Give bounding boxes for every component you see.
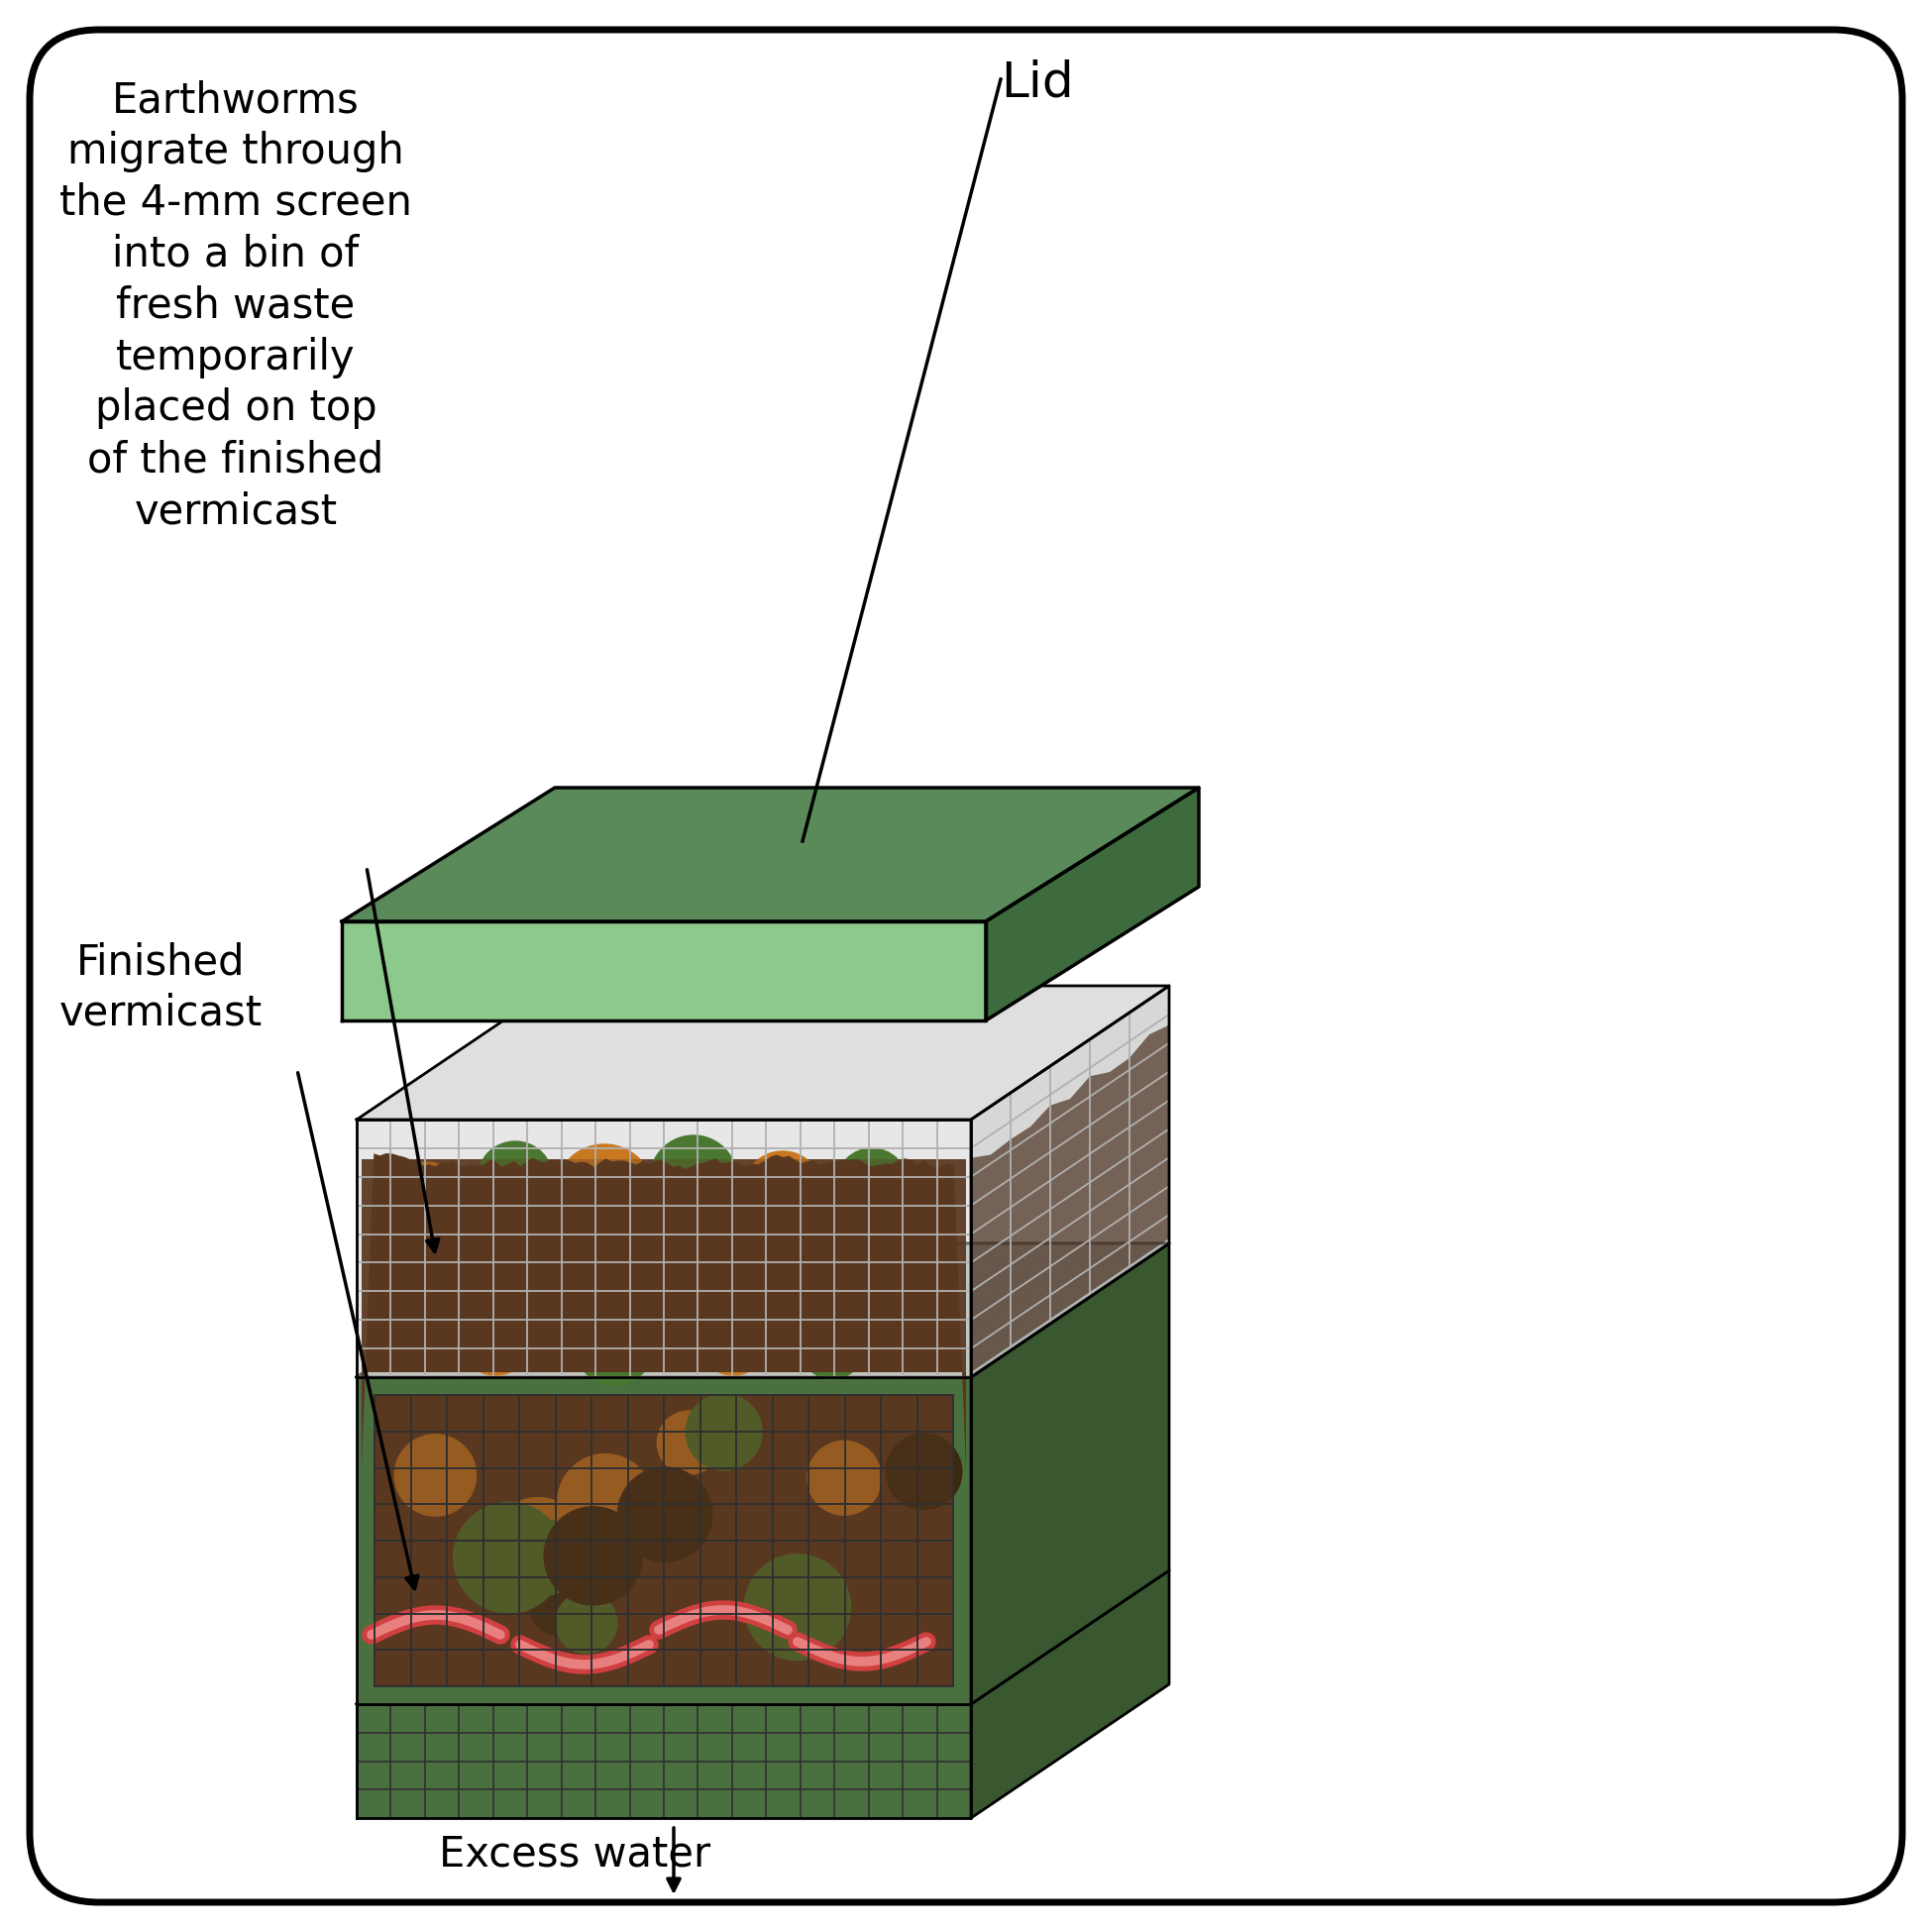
Polygon shape <box>357 985 1169 1119</box>
Circle shape <box>800 1316 864 1379</box>
Circle shape <box>510 1235 599 1325</box>
Polygon shape <box>357 1119 972 1378</box>
Text: Earthworms
migrate through
the 4-mm screen
into a bin of
fresh waste
temporarily: Earthworms migrate through the 4-mm scre… <box>60 79 412 531</box>
Text: Excess water: Excess water <box>439 1833 711 1874</box>
Circle shape <box>574 1306 653 1385</box>
Circle shape <box>649 1136 738 1223</box>
Circle shape <box>558 1455 653 1549</box>
Polygon shape <box>357 1704 972 1818</box>
Circle shape <box>711 1229 794 1312</box>
Circle shape <box>837 1148 908 1219</box>
Polygon shape <box>972 1026 1169 1372</box>
Polygon shape <box>375 1395 952 1687</box>
Circle shape <box>394 1434 475 1517</box>
Text: Finished
vermicast: Finished vermicast <box>60 941 263 1034</box>
Polygon shape <box>357 1571 1169 1704</box>
Polygon shape <box>361 1153 966 1470</box>
Circle shape <box>808 1441 881 1515</box>
Circle shape <box>419 1233 491 1304</box>
Polygon shape <box>972 1244 1169 1704</box>
Polygon shape <box>342 788 1200 922</box>
Circle shape <box>384 1163 468 1246</box>
Polygon shape <box>361 1159 966 1372</box>
Polygon shape <box>357 1244 1169 1378</box>
Polygon shape <box>361 1159 966 1372</box>
Polygon shape <box>357 1244 1169 1378</box>
Circle shape <box>686 1393 761 1470</box>
Circle shape <box>744 1553 850 1660</box>
Circle shape <box>657 1410 721 1474</box>
Circle shape <box>454 1503 564 1613</box>
Circle shape <box>491 1497 587 1594</box>
Circle shape <box>504 1519 582 1596</box>
Polygon shape <box>972 985 1169 1378</box>
Circle shape <box>458 1300 533 1376</box>
Text: Lid: Lid <box>1001 60 1074 106</box>
Circle shape <box>556 1592 616 1654</box>
Circle shape <box>616 1235 692 1310</box>
Circle shape <box>618 1466 713 1561</box>
Circle shape <box>697 1304 769 1376</box>
Polygon shape <box>342 922 985 1020</box>
Polygon shape <box>985 788 1200 1020</box>
Circle shape <box>819 1244 885 1312</box>
Polygon shape <box>357 1378 972 1704</box>
Circle shape <box>529 1575 589 1634</box>
Circle shape <box>744 1151 823 1231</box>
Polygon shape <box>375 1395 952 1687</box>
Circle shape <box>887 1434 962 1509</box>
Circle shape <box>545 1507 641 1605</box>
Polygon shape <box>972 1571 1169 1818</box>
Circle shape <box>477 1142 553 1217</box>
Circle shape <box>554 1144 653 1244</box>
